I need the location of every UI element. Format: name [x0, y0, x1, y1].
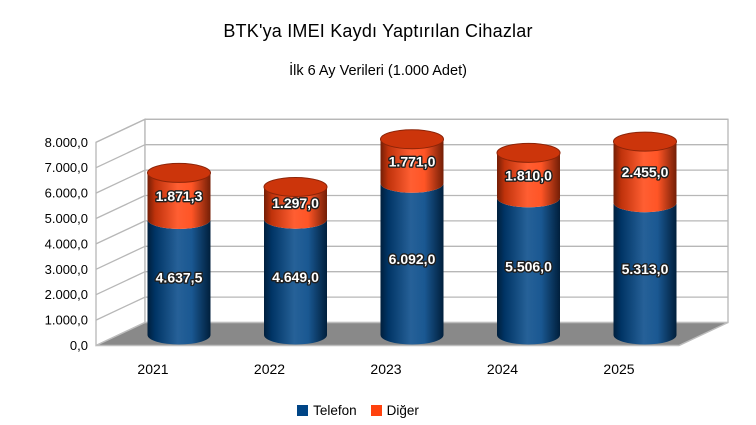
y-tick-label: 5.000,0: [45, 211, 88, 226]
bar-2025-top: [613, 131, 677, 152]
bar-data-label: 4.649,0: [272, 269, 319, 285]
bar-2023-top: [380, 129, 444, 150]
bar-data-label: 5.506,0: [505, 258, 552, 274]
bar-2021-telefon: [147, 219, 211, 345]
y-tick-label: 7.000,0: [45, 160, 88, 175]
x-tick-label: 2022: [254, 361, 285, 377]
bar-2021-top: [147, 162, 211, 183]
bar-2025-telefon: [613, 202, 677, 345]
wall-gridline: [95, 245, 146, 270]
x-tick-label: 2025: [603, 361, 634, 377]
bar-2021-diğer: [147, 172, 211, 230]
bar-data-label: 6.092,0: [389, 251, 436, 267]
wall-gridline: [95, 296, 146, 321]
wall-gridline: [95, 194, 146, 220]
wall-gridline: [95, 271, 146, 296]
legend-label-telefon: Telefon: [313, 402, 357, 418]
y-tick-label: 8.000,0: [45, 135, 88, 150]
wall-gridline: [95, 118, 146, 143]
bar-2022-diğer: [264, 186, 327, 229]
legend: Telefon Diğer: [0, 400, 736, 420]
bar-2024-diğer: [497, 152, 560, 208]
y-tick-label: 0,0: [70, 338, 88, 353]
y-tick-label: 3.000,0: [45, 262, 88, 277]
diger-swatch-icon: [370, 404, 382, 416]
bar-data-label: 2.455,0: [622, 164, 669, 180]
bar-2023-diğer: [380, 139, 444, 193]
bar-2022-telefon: [264, 219, 327, 345]
y-tick-label: 4.000,0: [45, 236, 88, 251]
y-tick-label: 1.000,0: [45, 313, 88, 328]
wall-gridline: [95, 220, 146, 245]
bar-data-label: 5.313,0: [622, 261, 669, 277]
bar-data-label: 1.297,0: [272, 195, 319, 211]
y-tick-label: 6.000,0: [45, 186, 88, 201]
x-tick-label: 2024: [487, 361, 518, 377]
wall-gridline: [95, 144, 146, 169]
chart-subtitle: İlk 6 Ay Verileri (1.000 Adet): [289, 63, 467, 79]
x-tick-label: 2021: [137, 361, 168, 377]
bar-2024-top: [496, 142, 561, 163]
bar-2023-telefon: [380, 183, 444, 345]
bar-data-label: 4.637,5: [156, 269, 203, 285]
legend-item-telefon: Telefon: [297, 403, 357, 418]
telefon-swatch-icon: [297, 404, 309, 416]
bar-data-label: 1.871,3: [156, 188, 203, 204]
legend-item-diger: Diğer: [370, 402, 419, 418]
bar-2024-telefon: [497, 197, 560, 345]
wall-gridline: [95, 169, 146, 194]
bar-data-label: 1.810,0: [505, 167, 552, 183]
legend-label-diger: Diğer: [386, 402, 419, 418]
bar-2022-top: [263, 176, 328, 197]
y-tick-label: 2.000,0: [45, 287, 88, 302]
bar-data-label: 1.771,0: [389, 153, 436, 169]
x-tick-label: 2023: [370, 361, 401, 377]
bar-2025-diğer: [613, 141, 677, 213]
chart-title: BTK'ya IMEI Kaydı Yaptırılan Cihazlar: [223, 21, 533, 41]
